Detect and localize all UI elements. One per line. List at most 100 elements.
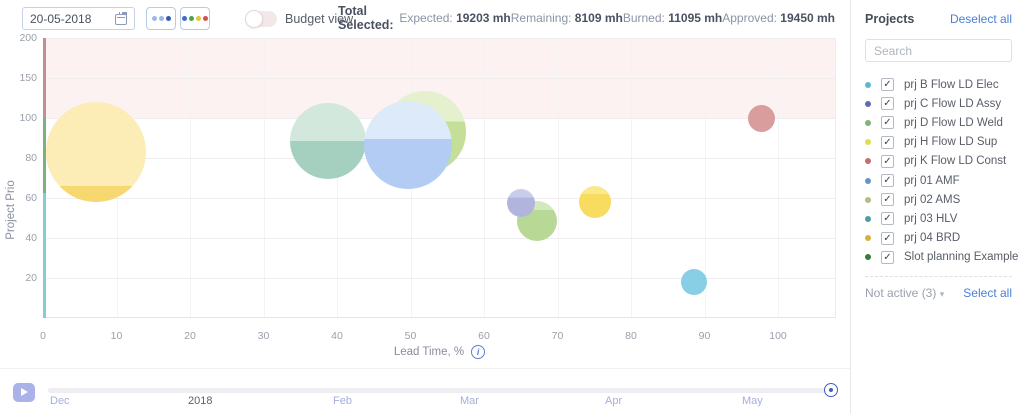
h-gridline [43,198,835,199]
project-checkbox[interactable]: ✓ [881,250,894,264]
project-list-item[interactable]: ✓ prj C Flow LD Assy [865,94,1012,113]
x-tick-label: 50 [404,330,417,342]
project-label: prj 04 BRD [904,232,961,245]
project-checkbox[interactable]: ✓ [881,231,894,245]
project-checkbox[interactable]: ✓ [881,135,894,149]
project-checkbox[interactable]: ✓ [881,97,894,111]
project-color-dot [865,177,871,184]
caret-down-icon: ▾ [939,288,945,299]
y-tick-label: 100 [19,112,37,124]
project-list-item[interactable]: ✓ prj 03 HLV [865,209,1012,228]
sidebar-header: Projects Deselect all [865,12,1012,26]
not-active-dropdown[interactable]: Not active (3) ▾ [865,286,944,300]
x-tick-label: 100 [769,330,787,342]
project-color-dot [865,81,871,88]
budget-view-label: Budget view [285,11,354,26]
bubble-prj-04-brd[interactable] [578,186,611,218]
search-input[interactable] [865,39,1012,62]
bubble-prj-h-flow-ld-sup[interactable] [45,102,146,202]
checkmark-icon: ✓ [883,98,892,110]
toggle-switch-icon[interactable] [245,9,277,28]
project-label: Slot planning Example [904,251,1019,264]
project-color-dot [865,139,871,146]
project-label: prj K Flow LD Const [904,155,1007,168]
project-list-item[interactable]: ✓ prj 01 AMF [865,171,1012,190]
play-icon [21,388,28,396]
color-dot-icon [151,16,157,21]
v-gridline [484,38,485,317]
deselect-all-link[interactable]: Deselect all [949,12,1012,26]
project-checkbox[interactable]: ✓ [881,78,894,92]
sidebar-footer: Not active (3) ▾ Select all [865,275,1012,300]
timeline: Dec 2018 Feb Mar Apr May [0,368,850,414]
color-dot-icon [182,16,187,21]
info-icon[interactable]: i [471,345,486,359]
project-list-item[interactable]: ✓ Slot planning Example [865,248,1018,267]
project-list-item[interactable]: ✓ prj H Flow LD Sup [865,133,1012,152]
bubble-prj-03-hlv[interactable] [290,103,367,179]
x-tick-label: 70 [551,330,564,342]
project-label: prj B Flow LD Elec [904,78,999,91]
stat-item: Approved: 19450 mh [722,11,835,25]
projects-sidebar: Projects Deselect all ✓ prj B Flow LD Ele… [850,0,1024,414]
y-tick-label: 200 [19,32,37,44]
project-label: prj 02 AMS [904,193,961,206]
y-tick-label: 60 [25,192,37,204]
timeline-label-feb: Feb [333,395,352,407]
bubble-prj-b-flow-ld-elec[interactable] [681,269,708,295]
bubble-prj-01-amf[interactable] [364,101,453,189]
sidebar-title: Projects [865,12,915,26]
plot-area [43,38,836,318]
h-gridline [43,278,835,279]
budget-view-toggle[interactable]: Budget view [245,7,354,30]
project-checkbox[interactable]: ✓ [881,193,894,207]
project-color-dot [865,235,871,242]
checkmark-icon: ✓ [883,79,892,91]
checkmark-icon: ✓ [883,155,892,167]
project-list-item[interactable]: ✓ prj 02 AMS [865,190,1012,209]
project-label: prj C Flow LD Assy [904,97,1002,110]
y-axis-accent [43,193,46,318]
bubble-prj-k-flow-ld-const[interactable] [747,104,775,132]
v-gridline [190,38,191,317]
project-label: prj 03 HLV [904,212,958,225]
calendar-icon[interactable] [115,11,127,25]
project-list-item[interactable]: ✓ prj 04 BRD [865,229,1012,248]
project-list-item[interactable]: ✓ prj K Flow LD Const [865,152,1012,171]
bubble-chart: Project Prio Lead Time, % i 20 40 60 80 100 1… [0,32,850,368]
project-label: prj D Flow LD Weld [904,116,1003,129]
project-checkbox[interactable]: ✓ [881,174,894,188]
select-all-link[interactable]: Select all [963,285,1012,300]
color-mode-single-button[interactable] [146,7,176,30]
project-list-item[interactable]: ✓ prj B Flow LD Elec [865,75,1012,94]
stats-bar: Total Selected: Expected: 19203 mh Remain… [338,0,835,36]
timeline-handle-dot [828,387,833,392]
h-gridline [43,78,835,79]
v-gridline [704,38,706,317]
project-checkbox[interactable]: ✓ [881,116,894,130]
project-checkbox[interactable]: ✓ [881,154,894,168]
project-color-dot [865,215,871,222]
checkmark-icon: ✓ [883,175,892,187]
date-value: 20-05-2018 [30,11,92,26]
v-gridline [557,38,559,317]
x-tick-label: 0 [40,330,46,342]
project-list-item[interactable]: ✓ prj D Flow LD Weld [865,113,1012,132]
x-tick-label: 90 [698,330,711,342]
project-checkbox[interactable]: ✓ [881,212,894,226]
timeline-label-apr: Apr [605,395,623,407]
y-axis-accent [43,38,46,118]
checkmark-icon: ✓ [883,232,892,244]
x-axis-title-row: Lead Time, % i [43,345,836,359]
timeline-label-mar: Mar [460,395,479,407]
play-button[interactable] [13,383,35,402]
project-color-dot [865,100,871,107]
color-dot-icon [196,16,201,21]
timeline-handle[interactable] [824,383,838,397]
timeline-track[interactable] [48,388,830,393]
h-gridline [43,38,835,39]
project-color-dot [865,158,871,165]
date-input[interactable]: 20-05-2018 [22,7,135,30]
color-mode-multi-button[interactable] [180,7,210,30]
bubble-prj-c-flow-ld-assy[interactable] [506,189,535,217]
